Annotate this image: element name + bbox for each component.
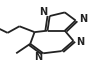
Text: N: N: [79, 14, 87, 24]
Text: N: N: [76, 37, 84, 47]
Text: N: N: [34, 52, 42, 62]
Text: N: N: [39, 7, 47, 17]
